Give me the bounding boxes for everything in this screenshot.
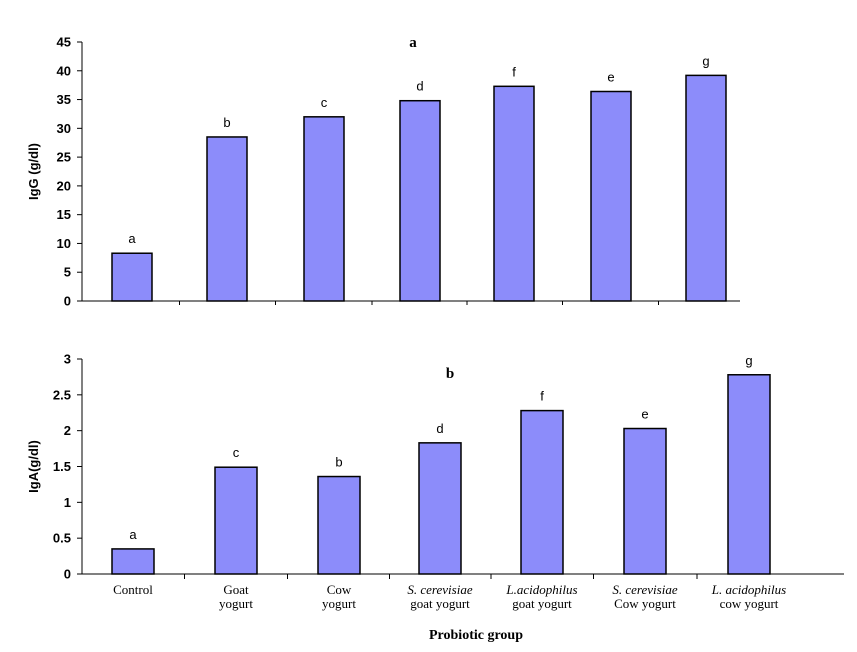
y-tick-label: 0 (64, 567, 71, 582)
x-category-label-line2: cow yogurt (720, 596, 779, 611)
x-category-label-line2: yogurt (219, 596, 253, 611)
x-category-label-line2: goat yogurt (512, 596, 572, 611)
significance-letter: e (641, 407, 648, 422)
significance-letter: b (335, 455, 342, 470)
significance-letter: d (416, 79, 423, 94)
bar (111, 252, 153, 302)
x-category-label: L. acidophilus (711, 582, 786, 597)
significance-letter: e (607, 69, 614, 84)
y-tick-label: 10 (57, 236, 71, 251)
bar (590, 90, 632, 302)
y-axis-title-1: IgG (g/dl) (26, 143, 41, 200)
significance-letter: f (512, 64, 516, 79)
bar (206, 136, 248, 302)
y-tick-label: 5 (64, 265, 71, 280)
y-axis-title-2: IgA(g/dl) (26, 440, 41, 493)
y-tick-label: 2 (64, 423, 71, 438)
bar (623, 427, 667, 575)
x-category-label: Goat (223, 582, 249, 597)
y-tick-label: 30 (57, 121, 71, 136)
panel-label-2: b (446, 366, 454, 382)
x-category-label-line2: goat yogurt (410, 596, 470, 611)
bar (727, 374, 771, 575)
significance-letter: c (233, 445, 240, 460)
panel-label-1: a (409, 35, 417, 51)
y-tick-label: 40 (57, 63, 71, 78)
x-category-label: Cow (327, 582, 352, 597)
x-category-label: Control (113, 582, 153, 597)
bar (493, 85, 535, 302)
y-tick-label: 35 (57, 92, 71, 107)
significance-letter: f (540, 389, 544, 404)
x-category-label-line2: Cow yogurt (614, 596, 676, 611)
x-category-label-line2: yogurt (322, 596, 356, 611)
x-category-label: L.acidophilus (505, 582, 577, 597)
y-tick-label: 20 (57, 178, 71, 193)
y-tick-label: 2.5 (53, 387, 71, 402)
bar (303, 116, 345, 302)
bar (399, 99, 441, 302)
y-tick-label: 45 (57, 35, 71, 50)
significance-letter: g (745, 353, 752, 368)
y-tick-label: 0 (64, 294, 71, 309)
bar (214, 466, 258, 575)
y-tick-label: 25 (57, 150, 71, 165)
x-category-label: S. cerevisiae (612, 582, 677, 597)
y-tick-label: 1 (64, 495, 71, 510)
y-tick-label: 0.5 (53, 531, 71, 546)
y-tick-label: 15 (57, 207, 71, 222)
bar (317, 475, 361, 575)
bar (111, 548, 155, 575)
significance-letter: a (128, 231, 136, 246)
bar (418, 442, 462, 575)
y-tick-label: 3 (64, 352, 71, 367)
significance-letter: c (321, 95, 328, 110)
x-axis-title: Probiotic group (429, 628, 523, 643)
significance-letter: g (702, 53, 709, 68)
x-category-label: S. cerevisiae (407, 582, 472, 597)
bar (520, 409, 564, 575)
significance-letter: a (129, 527, 137, 542)
significance-letter: b (223, 115, 230, 130)
significance-letter: d (436, 421, 443, 436)
y-tick-label: 1.5 (53, 459, 71, 474)
bar (685, 74, 727, 302)
